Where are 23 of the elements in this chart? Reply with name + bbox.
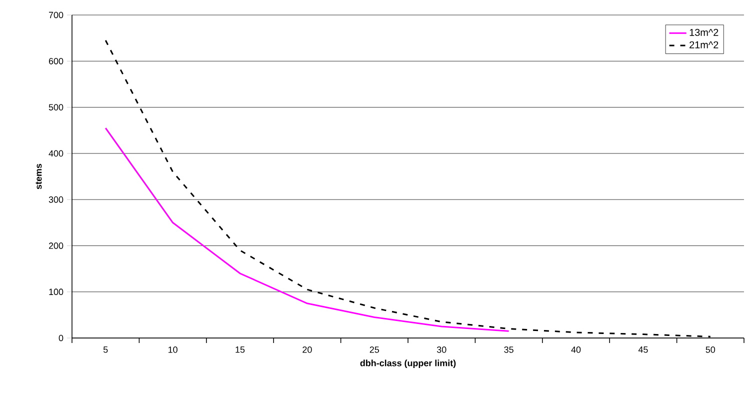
x-tick-label: 45 [638, 346, 648, 353]
x-axis-title: dbh-class (upper limit) [360, 360, 456, 368]
x-tick-label: 25 [370, 346, 380, 353]
legend-label: 21m^2 [690, 41, 718, 48]
x-tick-label: 15 [236, 346, 245, 353]
y-axis-title: stems [36, 164, 42, 190]
x-tick-label: 30 [436, 346, 446, 353]
y-tick-label: 200 [48, 242, 64, 249]
x-tick-label: 35 [504, 346, 514, 353]
x-tick-label: 20 [302, 346, 312, 353]
y-tick-label: 700 [48, 12, 64, 18]
y-tick-label: 100 [49, 288, 64, 296]
x-tick-label: 40 [571, 346, 581, 353]
legend-label: 13m^2 [690, 28, 718, 36]
line-series [104, 127, 510, 332]
y-tick-label: 500 [48, 104, 64, 110]
x-tick-label: 50 [706, 346, 716, 353]
x-tick-label: 5 [103, 346, 108, 353]
x-tick-label: 10 [168, 346, 178, 353]
y-tick-label: 400 [48, 150, 64, 157]
y-tick-label: 0 [58, 334, 64, 342]
y-tick-label: 600 [48, 58, 64, 64]
y-tick-label: 300 [48, 196, 64, 203]
